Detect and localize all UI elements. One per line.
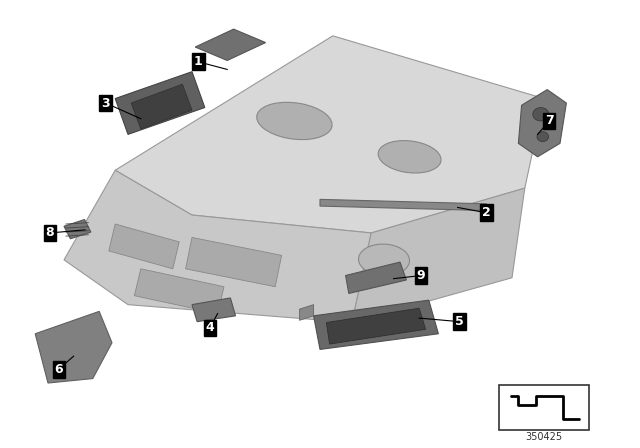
Polygon shape [300, 305, 314, 320]
Polygon shape [192, 298, 236, 322]
Text: 350425: 350425 [525, 432, 563, 442]
Polygon shape [352, 188, 525, 323]
Polygon shape [109, 224, 179, 269]
Text: 4: 4 [205, 321, 214, 335]
Polygon shape [320, 199, 486, 211]
Ellipse shape [358, 244, 410, 276]
FancyBboxPatch shape [499, 385, 589, 430]
Polygon shape [131, 84, 192, 129]
Polygon shape [326, 308, 426, 344]
Text: 8: 8 [45, 226, 54, 240]
Polygon shape [195, 29, 266, 60]
Polygon shape [64, 220, 91, 239]
Text: 9: 9 [417, 269, 426, 282]
Ellipse shape [532, 108, 548, 121]
Polygon shape [64, 170, 371, 323]
Text: 2: 2 [482, 206, 491, 220]
Text: 3: 3 [101, 96, 110, 110]
Polygon shape [35, 311, 112, 383]
Polygon shape [134, 269, 224, 314]
Polygon shape [314, 300, 438, 349]
Polygon shape [115, 72, 205, 134]
Polygon shape [115, 36, 544, 233]
Polygon shape [346, 262, 406, 293]
Ellipse shape [257, 102, 332, 140]
Text: 1: 1 [194, 55, 203, 69]
Text: 7: 7 [545, 114, 554, 128]
Text: 6: 6 [54, 362, 63, 376]
Ellipse shape [378, 141, 441, 173]
Ellipse shape [537, 132, 548, 142]
Polygon shape [186, 237, 282, 287]
Text: 5: 5 [455, 315, 464, 328]
Polygon shape [518, 90, 566, 157]
